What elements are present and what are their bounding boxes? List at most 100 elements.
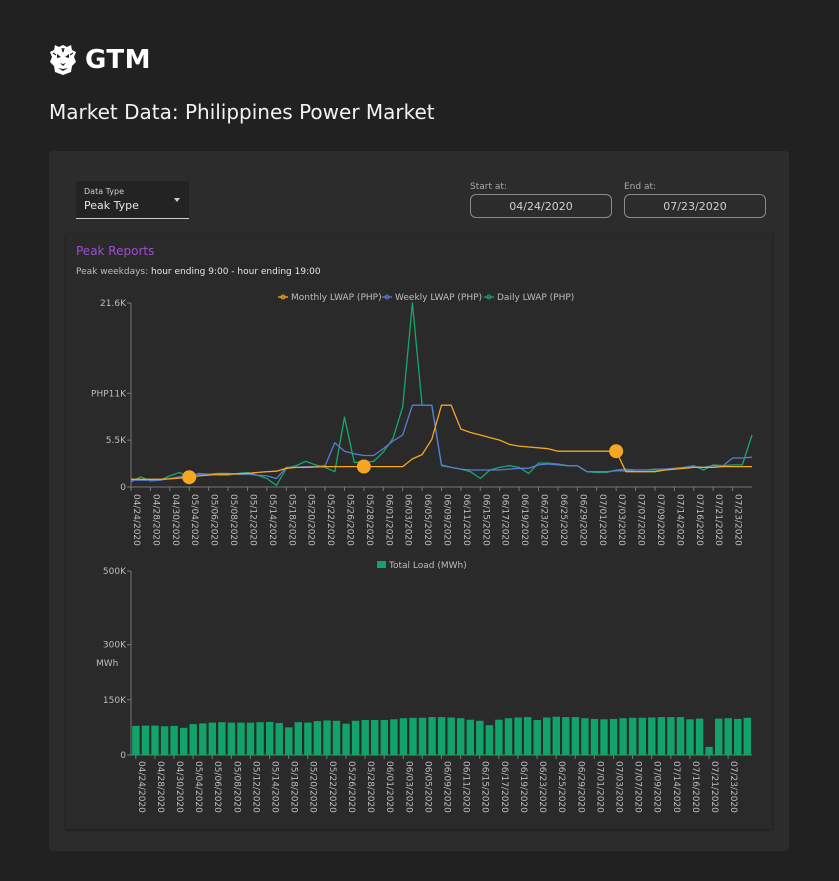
page-title: Market Data: Philippines Power Market xyxy=(49,100,435,124)
load-bar xyxy=(457,718,465,755)
line-x-tick-label: 07/23/2020 xyxy=(733,494,743,546)
load-bar xyxy=(504,718,513,755)
load-bar xyxy=(132,725,140,755)
monthly-highlight-point xyxy=(609,444,624,459)
bar-x-tick-label: 07/16/2020 xyxy=(690,761,700,813)
bar-y-tick-label: 0 xyxy=(120,751,126,761)
load-bar xyxy=(390,719,398,755)
bar-y-tick-label: 500K xyxy=(103,567,127,577)
load-bar xyxy=(590,718,599,755)
line-x-tick-label: 06/29/2020 xyxy=(577,494,587,546)
load-bar xyxy=(543,717,551,755)
data-type-value: Peak Type xyxy=(84,199,139,212)
line-y-tick-label: PHP11K xyxy=(91,389,127,399)
load-bar xyxy=(170,725,178,755)
bar-x-tick-label: 07/21/2020 xyxy=(709,761,719,813)
brand-name: GTM xyxy=(85,45,151,75)
line-y-tick-label: 0 xyxy=(120,483,126,493)
load-bar xyxy=(609,718,618,755)
bar-x-tick-label: 06/11/2020 xyxy=(461,761,471,813)
line-x-tick-label: 05/20/2020 xyxy=(306,494,316,546)
line-x-tick-label: 07/09/2020 xyxy=(655,494,665,546)
load-bar xyxy=(676,717,685,755)
line-x-tick-label: 05/22/2020 xyxy=(325,494,335,546)
bar-x-tick-label: 06/19/2020 xyxy=(518,761,528,813)
load-bar xyxy=(294,722,302,755)
load-bar xyxy=(371,720,379,755)
line-x-tick-label: 06/09/2020 xyxy=(442,494,452,546)
bar-x-tick-label: 07/07/2020 xyxy=(633,761,643,813)
load-bar xyxy=(428,717,436,755)
bar-x-tick-label: 06/05/2020 xyxy=(422,761,432,813)
bar-y-axis-label: MWh xyxy=(96,659,118,669)
load-bar xyxy=(380,720,388,755)
bar-y-tick-label: 150K xyxy=(103,696,127,706)
bar-x-tick-label: 06/01/2020 xyxy=(384,761,394,813)
report-title: Peak Reports xyxy=(76,244,155,258)
legend-marker xyxy=(280,294,286,300)
load-bar xyxy=(466,719,474,755)
line-x-tick-label: 06/01/2020 xyxy=(383,494,393,546)
report-subtitle: Peak weekdays: hour ending 9:00 - hour e… xyxy=(76,267,321,277)
bar-x-tick-label: 05/26/2020 xyxy=(346,761,356,813)
line-x-tick-label: 05/18/2020 xyxy=(286,494,296,546)
line-y-tick-label: 5.5K xyxy=(106,436,127,446)
line-x-tick-label: 07/14/2020 xyxy=(674,494,684,546)
load-bar xyxy=(285,727,293,755)
bar-x-tick-label: 06/25/2020 xyxy=(556,761,566,813)
load-bar xyxy=(218,722,226,755)
line-x-tick-label: 06/25/2020 xyxy=(558,494,568,546)
line-x-tick-label: 06/19/2020 xyxy=(519,494,529,546)
end-date-label: End at: xyxy=(624,182,657,192)
load-bar xyxy=(648,717,656,755)
bar-x-tick-label: 05/12/2020 xyxy=(250,761,260,813)
load-bar xyxy=(323,720,331,755)
load-bar xyxy=(581,718,589,755)
end-date-input[interactable] xyxy=(624,194,766,218)
bar-x-tick-label: 05/06/2020 xyxy=(212,761,222,813)
line-x-tick-label: 05/04/2020 xyxy=(189,494,199,546)
load-bar xyxy=(313,721,322,755)
monthly-highlight-point xyxy=(182,470,197,485)
brand-logo[interactable]: GTM xyxy=(49,44,151,76)
load-bar xyxy=(227,722,236,755)
load-bar xyxy=(734,718,742,755)
load-bar xyxy=(237,722,245,755)
line-x-tick-label: 05/08/2020 xyxy=(228,494,238,546)
load-bar xyxy=(495,719,503,755)
load-bar xyxy=(266,721,274,755)
start-date-input[interactable] xyxy=(470,194,612,218)
load-bar xyxy=(562,717,570,755)
data-type-select[interactable]: Data Type Peak Type xyxy=(76,181,189,219)
load-bar xyxy=(160,726,169,755)
line-x-tick-label: 05/12/2020 xyxy=(247,494,257,546)
load-bar xyxy=(189,724,197,755)
bar-x-tick-label: 06/29/2020 xyxy=(575,761,585,813)
line-x-tick-label: 07/01/2020 xyxy=(597,494,607,546)
bar-x-tick-label: 04/28/2020 xyxy=(155,761,165,813)
bar-x-tick-label: 06/03/2020 xyxy=(403,761,413,813)
bar-x-tick-label: 07/14/2020 xyxy=(671,761,681,813)
load-bar xyxy=(629,717,637,755)
line-x-tick-label: 04/24/2020 xyxy=(131,494,141,546)
bar-x-tick-label: 05/22/2020 xyxy=(327,761,337,813)
load-bar xyxy=(304,722,312,755)
start-date-label: Start at: xyxy=(470,182,507,192)
load-bar xyxy=(437,717,446,755)
load-bar xyxy=(552,716,560,755)
load-bar xyxy=(351,720,360,755)
load-bar xyxy=(151,725,159,755)
load-bar xyxy=(485,725,494,755)
bar-x-tick-label: 06/09/2020 xyxy=(442,761,452,813)
caret-down-icon xyxy=(174,198,180,202)
report-subtitle-prefix: Peak weekdays: xyxy=(76,267,152,277)
line-x-tick-label: 05/26/2020 xyxy=(344,494,354,546)
line-x-tick-label: 05/28/2020 xyxy=(364,494,374,546)
load-bar xyxy=(715,718,723,755)
legend-label-daily: Daily LWAP (PHP) xyxy=(497,293,574,303)
bar-y-tick-label: 300K xyxy=(103,641,127,651)
load-bar xyxy=(638,717,646,755)
load-bar xyxy=(571,717,580,755)
load-bar xyxy=(332,720,341,755)
load-bar xyxy=(724,718,732,755)
